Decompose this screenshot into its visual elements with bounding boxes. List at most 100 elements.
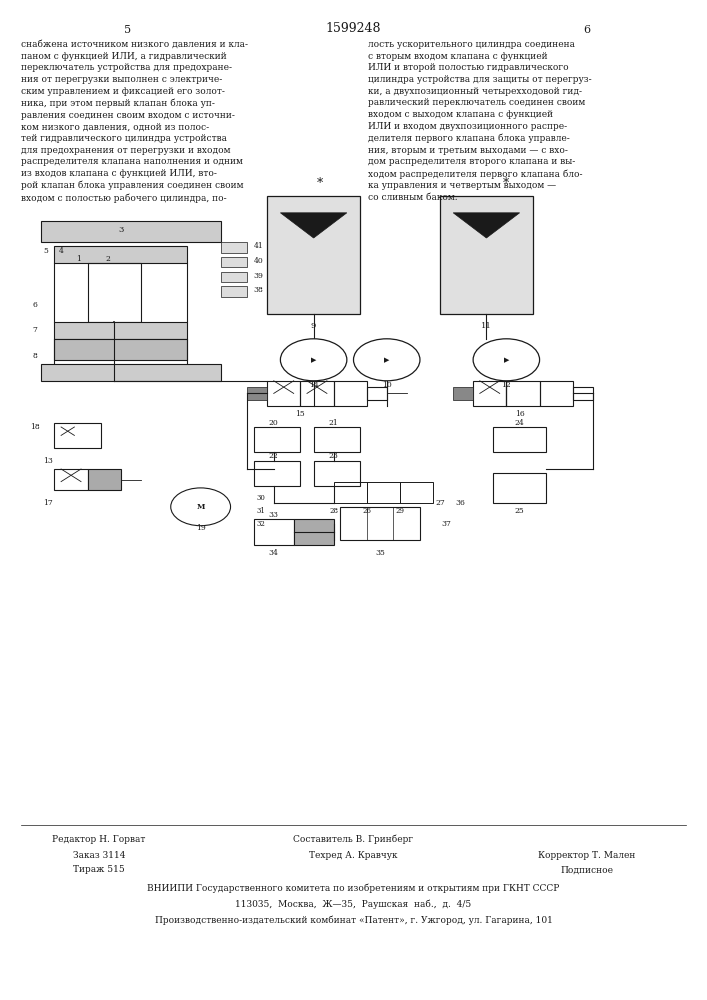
Bar: [221, 242, 247, 253]
Bar: [493, 473, 547, 503]
Ellipse shape: [473, 339, 539, 381]
Text: 21: 21: [329, 419, 339, 427]
Polygon shape: [453, 213, 520, 238]
Text: 13: 13: [43, 457, 53, 465]
Text: ▶: ▶: [311, 356, 316, 364]
Bar: [54, 339, 187, 360]
Bar: [493, 427, 547, 452]
Text: 16: 16: [515, 410, 525, 418]
Bar: [41, 221, 221, 242]
Bar: [334, 482, 367, 503]
Text: 36: 36: [455, 499, 464, 507]
Bar: [267, 196, 360, 314]
Text: 41: 41: [254, 242, 264, 250]
Text: 18: 18: [30, 423, 40, 431]
Bar: [247, 387, 267, 400]
Bar: [254, 461, 300, 486]
Bar: [573, 387, 592, 400]
Polygon shape: [281, 213, 347, 238]
Text: Корректор Т. Мален: Корректор Т. Мален: [538, 850, 636, 859]
Text: 7: 7: [32, 326, 37, 334]
Bar: [400, 482, 433, 503]
Ellipse shape: [354, 339, 420, 381]
Bar: [293, 519, 334, 545]
Text: 26: 26: [362, 507, 371, 515]
Bar: [254, 519, 293, 545]
Text: 24: 24: [515, 419, 525, 427]
Text: ВНИИПИ Государственного комитета по изобретениям и открытиям при ГКНТ СССР: ВНИИПИ Государственного комитета по изоб…: [147, 883, 560, 893]
Text: Производственно-издательский комбинат «Патент», г. Ужгород, ул. Гагарина, 101: Производственно-издательский комбинат «П…: [155, 915, 552, 925]
Text: 28: 28: [329, 507, 338, 515]
Text: 29: 29: [395, 507, 404, 515]
Text: *: *: [503, 177, 510, 190]
Text: 17: 17: [43, 499, 52, 507]
Text: Заказ 3114: Заказ 3114: [73, 850, 125, 859]
Text: 14: 14: [309, 381, 318, 389]
Text: 39: 39: [254, 272, 264, 280]
Bar: [314, 427, 360, 452]
Bar: [221, 286, 247, 297]
Text: 113035,  Москва,  Ж—35,  Раушская  наб.,  д.  4/5: 113035, Москва, Ж—35, Раушская наб., д. …: [235, 899, 472, 909]
Text: *: *: [317, 177, 323, 190]
Text: снабжена источником низкого давления и кла-
паном с функцией ИЛИ, а гидравлическ: снабжена источником низкого давления и к…: [21, 40, 248, 203]
Text: 3: 3: [118, 226, 124, 234]
Bar: [88, 263, 141, 322]
Ellipse shape: [281, 339, 347, 381]
Text: 37: 37: [442, 520, 452, 528]
Text: Составитель В. Гринберг: Составитель В. Гринберг: [293, 834, 414, 844]
Text: 1599248: 1599248: [326, 22, 381, 35]
Bar: [334, 381, 367, 406]
Text: 35: 35: [375, 549, 385, 557]
Text: 32: 32: [256, 520, 265, 528]
Text: 5: 5: [43, 247, 48, 255]
Text: 15: 15: [296, 410, 305, 418]
Text: 40: 40: [254, 257, 264, 265]
Bar: [254, 427, 300, 452]
Text: 25: 25: [515, 507, 525, 515]
Bar: [314, 461, 360, 486]
Text: 1: 1: [76, 255, 81, 263]
Text: 22: 22: [269, 452, 279, 460]
Text: 6: 6: [583, 25, 590, 35]
Bar: [300, 381, 334, 406]
Text: 34: 34: [269, 549, 279, 557]
Text: 10: 10: [382, 381, 392, 389]
Text: Тираж 515: Тираж 515: [73, 865, 125, 874]
Text: 9: 9: [311, 322, 316, 330]
Bar: [54, 246, 187, 263]
Text: Техред А. Кравчук: Техред А. Кравчук: [309, 850, 398, 859]
Bar: [54, 423, 101, 448]
Text: 31: 31: [256, 507, 265, 515]
Bar: [440, 196, 533, 314]
Text: ▶: ▶: [384, 356, 390, 364]
Bar: [473, 381, 506, 406]
Text: Подписное: Подписное: [561, 865, 613, 874]
Bar: [453, 387, 473, 400]
Text: лость ускорительного цилиндра соединена
с вторым входом клапана с функцией
ИЛИ и: лость ускорительного цилиндра соединена …: [368, 40, 591, 202]
Text: 23: 23: [329, 452, 339, 460]
Text: 12: 12: [501, 381, 511, 389]
Text: 11: 11: [481, 322, 492, 330]
Bar: [54, 469, 88, 490]
Text: ▶: ▶: [503, 356, 509, 364]
Bar: [367, 482, 400, 503]
Text: 27: 27: [435, 499, 445, 507]
Text: 30: 30: [256, 494, 265, 502]
Text: 33: 33: [269, 511, 279, 519]
Bar: [367, 387, 387, 400]
Text: 20: 20: [269, 419, 279, 427]
Bar: [221, 272, 247, 282]
Text: M: M: [197, 503, 205, 511]
Bar: [539, 381, 573, 406]
Text: 8: 8: [32, 352, 37, 360]
Text: 2: 2: [105, 255, 110, 263]
Bar: [41, 364, 221, 381]
Text: 5: 5: [124, 25, 131, 35]
Text: 19: 19: [196, 524, 206, 532]
Bar: [267, 381, 300, 406]
Text: 4: 4: [59, 247, 64, 255]
Bar: [54, 322, 187, 339]
Text: 38: 38: [254, 286, 264, 294]
Text: Редактор Н. Горват: Редактор Н. Горват: [52, 834, 146, 844]
Bar: [88, 469, 121, 490]
